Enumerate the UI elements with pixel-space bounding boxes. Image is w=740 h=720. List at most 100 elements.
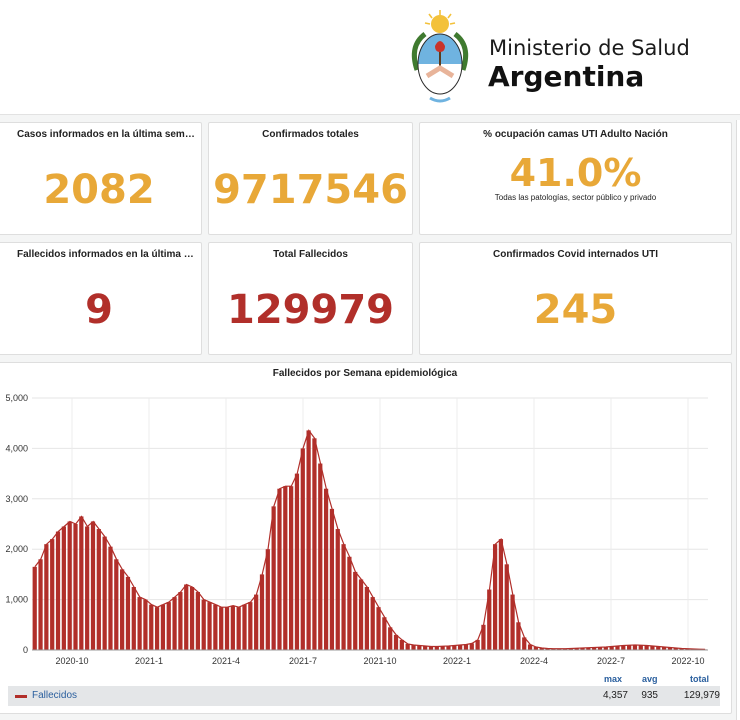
bar (242, 604, 247, 650)
bar (452, 645, 457, 650)
legend-row-fallecidos[interactable]: Fallecidos 4,357 935 129,979 (8, 686, 720, 706)
bar (38, 559, 43, 650)
bar (312, 438, 317, 650)
bar (574, 648, 579, 650)
series-line-fallecidos (34, 429, 706, 650)
bar (411, 644, 416, 650)
bar (277, 488, 282, 650)
bar (306, 430, 311, 650)
bar (195, 592, 200, 650)
stat-panel-total-deaths[interactable]: Total Fallecidos 129979 (208, 242, 413, 355)
legend-series-name[interactable]: Fallecidos (32, 690, 78, 701)
bar (353, 571, 358, 650)
ministry-name: Ministerio de Salud (489, 36, 690, 60)
bar (358, 579, 364, 650)
stat-panel-icu-occupancy[interactable]: % ocupación camas UTI Adulto Nación 41.0… (419, 122, 732, 235)
bar (399, 639, 404, 650)
bar (143, 599, 148, 650)
stat-panel-total-confirmed[interactable]: Confirmados totales 9717546 (208, 122, 413, 235)
bar (568, 648, 573, 650)
bar (382, 617, 387, 650)
legend-avg: 935 (641, 690, 658, 701)
bar (55, 531, 61, 650)
bar (90, 521, 96, 650)
bar (644, 645, 649, 650)
bar (673, 647, 678, 650)
bar (108, 546, 113, 650)
bar (114, 559, 119, 650)
x-tick-label: 2021-1 (135, 656, 163, 666)
legend-header-avg[interactable]: avg (642, 674, 658, 684)
y-tick-label: 3,000 (5, 494, 28, 504)
deaths-bar-chart[interactable]: 0 1,000 2,000 3,000 4,000 5,000 2020-10 2021-1 2… (0, 380, 732, 672)
country-name: Argentina (488, 60, 645, 93)
bar (300, 448, 305, 650)
bar (405, 643, 410, 650)
panel-title: Confirmados Covid internados UTI (492, 249, 658, 260)
bar (650, 645, 655, 650)
bar (149, 604, 154, 650)
bar (213, 604, 218, 650)
bar (388, 627, 393, 650)
bar (393, 634, 399, 650)
legend-max: 4,357 (602, 690, 628, 701)
legend-swatch (15, 695, 27, 698)
bar (615, 645, 620, 650)
legend-header-total[interactable]: total (690, 674, 709, 684)
x-tick-label: 2022-4 (520, 656, 548, 666)
bar (201, 599, 206, 650)
legend-header-max[interactable]: max (604, 674, 623, 684)
bar (446, 645, 451, 650)
bar (522, 637, 527, 650)
bar (219, 607, 224, 650)
bar (376, 607, 381, 650)
stat-value: 9 (85, 287, 113, 333)
bar (481, 624, 486, 650)
bar (323, 488, 329, 650)
bar (475, 639, 480, 650)
bar (85, 526, 90, 650)
bar (347, 556, 352, 650)
bar (609, 646, 614, 650)
bar (533, 646, 538, 650)
stat-value: 245 (533, 287, 618, 333)
bar (154, 607, 160, 650)
bar (32, 566, 37, 650)
x-tick-label: 2020-10 (55, 656, 88, 666)
bar (539, 647, 544, 650)
bar (178, 592, 183, 650)
y-tick-label: 1,000 (5, 595, 28, 605)
panel-title: Fallecidos informados en la última seman… (17, 249, 201, 260)
bar (458, 644, 463, 650)
bar (580, 647, 585, 650)
stat-panel-weekly-deaths[interactable]: Fallecidos informados en la última seman… (0, 242, 202, 355)
bar (125, 576, 131, 650)
bar (329, 508, 335, 650)
bar (79, 516, 84, 650)
bar (434, 646, 439, 650)
bar (417, 645, 422, 650)
bar (248, 602, 253, 650)
bar (120, 569, 125, 650)
stat-panel-weekly-cases[interactable]: Casos informados en la última semana 208… (0, 122, 202, 235)
stat-panel-icu-covid[interactable]: Confirmados Covid internados UTI 245 (419, 242, 732, 355)
bar (592, 647, 597, 650)
bar (667, 647, 673, 650)
bar (469, 643, 474, 650)
bar (370, 597, 375, 650)
bar (294, 473, 300, 650)
right-edge-panel (736, 120, 740, 720)
bar (254, 594, 259, 650)
chart-panel-deaths-per-week[interactable]: Fallecidos por Semana epidemiológica (0, 362, 732, 714)
bar (230, 605, 235, 650)
bar (527, 644, 533, 650)
bar (545, 648, 550, 650)
bar (236, 607, 241, 650)
bar (603, 646, 608, 650)
bar (364, 587, 369, 650)
stat-subtitle: Todas las patologías, sector público y p… (494, 193, 657, 202)
x-tick-label: 2021-4 (212, 656, 240, 666)
bar (160, 604, 166, 650)
bar (289, 486, 294, 650)
bar (283, 486, 288, 650)
